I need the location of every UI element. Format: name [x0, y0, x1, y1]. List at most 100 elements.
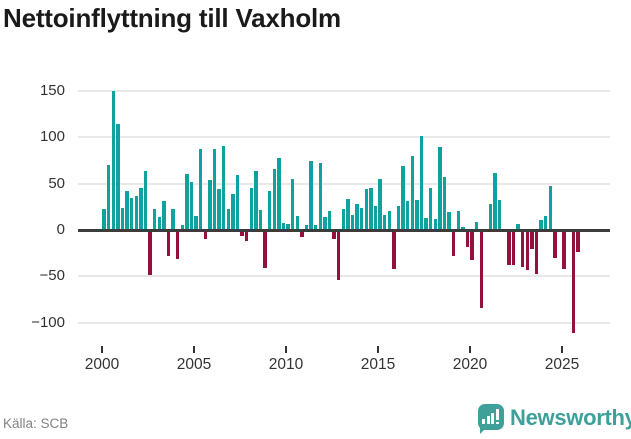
- bar-quarter-21: [198, 148, 203, 230]
- bar-quarter-71: [428, 188, 433, 230]
- bar-quarter-7: [134, 195, 138, 230]
- y-tick-label: −100: [31, 313, 65, 331]
- bar-quarter-54: [350, 215, 355, 230]
- bar-quarter-68: [415, 200, 419, 230]
- bar-quarter-1: [106, 165, 111, 230]
- y-tick-label: 0: [56, 221, 65, 238]
- bar-quarter-92: [525, 230, 529, 270]
- bar-quarter-36: [267, 191, 272, 230]
- bar-quarter-77: [456, 210, 460, 230]
- bar-quarter-20: [194, 216, 198, 230]
- bar-quarter-8: [139, 188, 143, 230]
- bar-quarter-70: [424, 217, 428, 230]
- bar-quarter-29: [235, 175, 240, 230]
- logo-bar-tall: [491, 413, 494, 424]
- source-attribution: Källa: SCB: [3, 416, 69, 431]
- x-tick-label: 2020: [452, 356, 488, 373]
- bar-quarter-91: [520, 230, 525, 268]
- bar-quarter-98: [553, 230, 557, 258]
- bar-quarter-66: [405, 201, 410, 230]
- newsworthy-speech-bubble-bar-chart-icon: [478, 404, 504, 434]
- bar-quarter-11: [152, 208, 157, 230]
- x-axis-zero-line: [78, 228, 610, 232]
- bar-quarter-13: [162, 201, 166, 230]
- bar-quarter-31: [244, 230, 249, 242]
- bar-quarter-16: [175, 230, 180, 259]
- bar-quarter-40: [286, 223, 290, 230]
- bar-quarter-79: [465, 230, 470, 247]
- bar-quarter-15: [171, 208, 175, 230]
- x-tick-2020: [469, 346, 471, 353]
- bar-quarter-90: [516, 224, 520, 230]
- bar-quarter-24: [212, 149, 217, 230]
- bar-quarter-0: [102, 208, 106, 230]
- newsworthy-logo: Newsworthy: [478, 404, 631, 434]
- bar-quarter-44: [304, 225, 309, 230]
- bar-quarter-22: [203, 230, 207, 240]
- bar-quarter-102: [571, 230, 575, 333]
- bar-quarter-61: [382, 215, 387, 230]
- bar-quarter-27: [226, 208, 230, 230]
- bar-quarter-89: [511, 230, 516, 266]
- bar-quarter-80: [470, 230, 474, 260]
- bar-quarter-17: [180, 225, 184, 230]
- bar-quarter-48: [323, 217, 327, 230]
- logo-speech-tail: [480, 426, 488, 434]
- bar-quarter-88: [507, 230, 511, 266]
- bar-quarter-50: [332, 230, 336, 240]
- bar-quarter-73: [438, 146, 442, 230]
- bar-quarter-86: [497, 200, 502, 230]
- x-tick-2005: [193, 346, 195, 353]
- gridline-y-100: [78, 136, 610, 139]
- gridline-y-150: [78, 90, 610, 93]
- bar-quarter-57: [364, 189, 368, 230]
- logo-bar-short: [482, 419, 485, 424]
- bar-quarter-3: [116, 123, 120, 230]
- x-tick-label: 2000: [84, 356, 120, 373]
- bar-quarter-5: [125, 191, 129, 230]
- y-tick-label: 50: [48, 174, 65, 192]
- bar-quarter-62: [387, 210, 391, 230]
- bar-quarter-56: [359, 207, 364, 230]
- bar-quarter-93: [530, 230, 534, 249]
- x-tick-2000: [101, 346, 103, 353]
- bar-quarter-4: [120, 207, 125, 230]
- x-tick-label: 2010: [268, 356, 304, 373]
- bar-quarter-100: [562, 230, 566, 269]
- bar-quarter-51: [336, 230, 341, 280]
- logo-exclamation-dot: [495, 421, 499, 424]
- gridline-y-50: [78, 182, 610, 185]
- bar-quarter-37: [272, 168, 276, 230]
- x-tick-2010: [285, 346, 287, 353]
- bar-quarter-19: [189, 181, 194, 230]
- chart-title: Nettoinflyttning till Vaxholm: [3, 3, 341, 33]
- y-tick-label: 150: [39, 82, 65, 100]
- bar-quarter-49: [327, 210, 332, 230]
- bar-quarter-45: [309, 160, 313, 230]
- bar-quarter-58: [369, 188, 373, 230]
- bar-quarter-65: [401, 166, 405, 230]
- bar-quarter-95: [539, 219, 543, 230]
- x-tick-2015: [377, 346, 379, 353]
- bar-quarter-82: [479, 230, 483, 308]
- bar-quarter-64: [396, 205, 401, 230]
- bar-quarter-32: [249, 188, 253, 230]
- bar-quarter-47: [318, 163, 322, 230]
- bar-quarter-69: [419, 136, 424, 230]
- bar-quarter-12: [157, 217, 161, 230]
- bar-quarter-30: [240, 230, 244, 236]
- bar-quarter-33: [254, 170, 258, 230]
- x-tick-label: 2025: [544, 356, 580, 373]
- bar-quarter-35: [263, 230, 267, 268]
- bar-quarter-60: [378, 179, 382, 230]
- bar-quarter-72: [433, 218, 437, 230]
- bar-quarter-76: [451, 230, 456, 256]
- x-tick-label: 2015: [360, 356, 396, 373]
- bar-quarter-26: [221, 145, 226, 230]
- bar-quarter-9: [143, 170, 148, 230]
- bar-quarter-28: [231, 193, 235, 230]
- bar-quarter-18: [185, 173, 189, 230]
- logo-bar-medium: [486, 416, 490, 424]
- bar-quarter-52: [341, 208, 345, 230]
